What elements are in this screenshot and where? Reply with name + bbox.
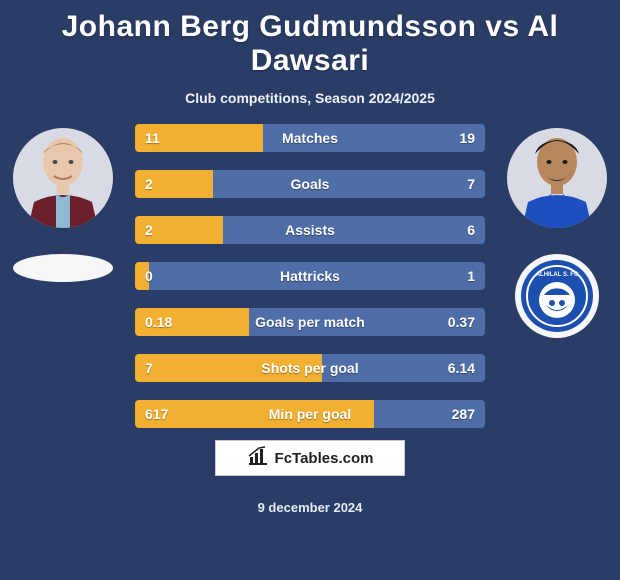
stat-row: 27Goals bbox=[135, 170, 485, 198]
player1-club-placeholder bbox=[13, 254, 113, 282]
bar-chart-icon bbox=[247, 446, 269, 470]
stat-label: Goals per match bbox=[135, 308, 485, 336]
stat-label: Assists bbox=[135, 216, 485, 244]
player2-avatar bbox=[507, 128, 607, 228]
stat-label: Min per goal bbox=[135, 400, 485, 428]
player1-avatar bbox=[13, 128, 113, 228]
svg-text:ALHILAL S. FC: ALHILAL S. FC bbox=[536, 272, 579, 278]
brand-text: FcTables.com bbox=[275, 450, 374, 467]
stat-row: 617287Min per goal bbox=[135, 400, 485, 428]
stat-row: 0.180.37Goals per match bbox=[135, 308, 485, 336]
page-title: Johann Berg Gudmundsson vs Al Dawsari bbox=[0, 0, 620, 78]
footer-date: 9 december 2024 bbox=[0, 500, 620, 515]
stat-row: 01Hattricks bbox=[135, 262, 485, 290]
right-player-column: ALHILAL S. FC bbox=[502, 128, 612, 338]
stat-label: Goals bbox=[135, 170, 485, 198]
brand-badge: FcTables.com bbox=[215, 440, 405, 476]
left-player-column bbox=[8, 128, 118, 282]
stats-container: 1119Matches 27Goals 26Assists 01Hattricks 0.… bbox=[135, 124, 485, 446]
stat-row: 26Assists bbox=[135, 216, 485, 244]
stat-row: 76.14Shots per goal bbox=[135, 354, 485, 382]
stat-label: Shots per goal bbox=[135, 354, 485, 382]
stat-row: 1119Matches bbox=[135, 124, 485, 152]
stat-label: Hattricks bbox=[135, 262, 485, 290]
player2-club-badge: ALHILAL S. FC bbox=[515, 254, 599, 338]
stat-label: Matches bbox=[135, 124, 485, 152]
page-subtitle: Club competitions, Season 2024/2025 bbox=[0, 90, 620, 106]
